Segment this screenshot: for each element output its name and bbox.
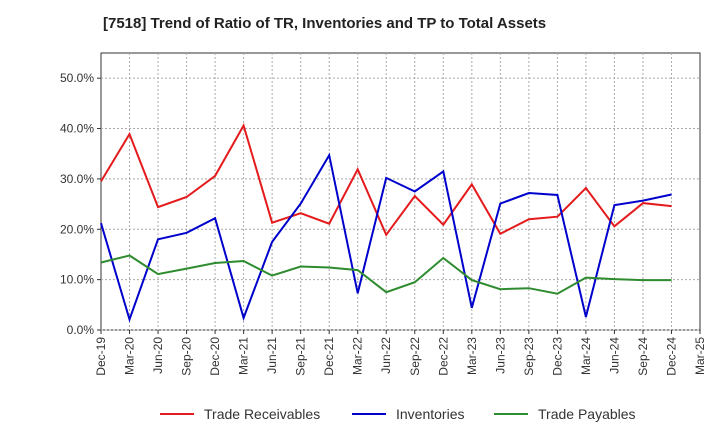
y-tick-label: 20.0%: [60, 222, 94, 236]
x-tick-label: Mar-24: [579, 337, 593, 375]
x-tick-label: Mar-23: [465, 337, 479, 375]
x-tick-label: Dec-21: [322, 337, 336, 376]
y-tick-label: 0.0%: [67, 323, 95, 337]
series-line-trade-receivables: [100, 122, 672, 237]
series-line-trade-payables: [100, 254, 672, 295]
x-tick-label: Jun-22: [379, 337, 393, 374]
series-line-inventories: [100, 152, 672, 323]
x-tick-label: Jun-24: [607, 337, 621, 374]
chart-title: [7518] Trend of Ratio of TR, Inventories…: [103, 15, 547, 32]
x-tick-label: Mar-22: [351, 337, 365, 375]
x-tick-label: Jun-21: [265, 337, 279, 374]
x-tick-label: Mar-21: [237, 337, 251, 375]
legend-label-inventories: Inventories: [396, 406, 464, 422]
x-tick-label: Sep-23: [522, 337, 536, 376]
x-tick-label: Sep-24: [636, 337, 650, 376]
x-tick-label: Dec-22: [436, 337, 450, 376]
x-tick-label: Dec-20: [208, 337, 222, 376]
x-tick-label: Jun-23: [493, 337, 507, 374]
x-tick-label: Dec-19: [94, 337, 108, 376]
y-tick-label: 10.0%: [60, 273, 94, 287]
y-tick-label: 50.0%: [60, 71, 94, 85]
x-tick-label: Sep-20: [180, 337, 194, 376]
legend-label-trade-payables: Trade Payables: [538, 406, 636, 422]
y-tick-label: 30.0%: [60, 172, 94, 186]
x-tick-label: Dec-23: [550, 337, 564, 376]
x-tick-label: Dec-24: [664, 337, 678, 376]
plot-area: [100, 52, 701, 331]
x-tick-label: Sep-22: [408, 337, 422, 376]
x-tick-label: Sep-21: [294, 337, 308, 376]
x-tick-label: Jun-20: [151, 337, 165, 374]
legend-label-trade-receivables: Trade Receivables: [204, 406, 320, 422]
x-tick-label: Mar-20: [123, 337, 137, 375]
y-tick-label: 40.0%: [60, 122, 94, 136]
x-tick-label: Mar-25: [693, 337, 707, 375]
